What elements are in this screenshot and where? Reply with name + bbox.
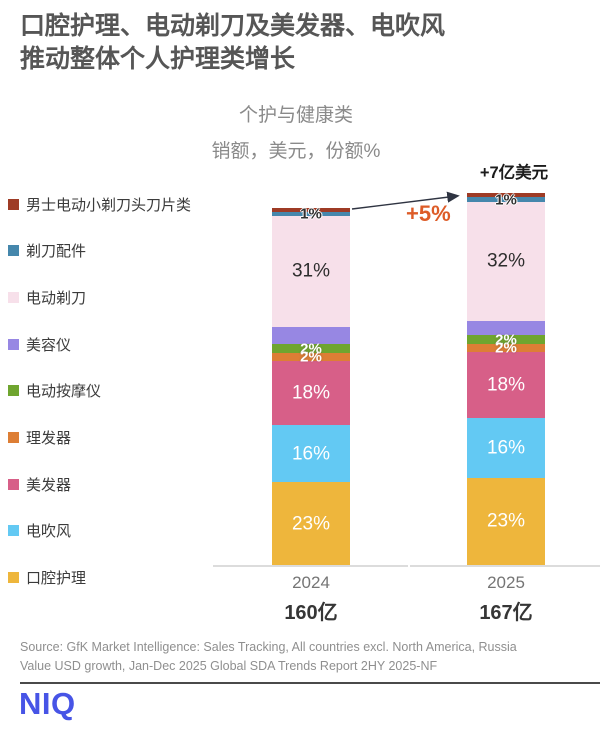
bar-segment xyxy=(272,326,350,345)
x-axis-line-2025 xyxy=(410,565,600,567)
legend-label: 电动按摩仪 xyxy=(26,383,102,401)
legend-swatch-icon xyxy=(8,432,19,443)
chart-subtitle: 销额，美元，份额% xyxy=(211,141,381,162)
source-note: Source: GfK Market Intelligence: Sales T… xyxy=(20,638,586,677)
legend-label: 男士电动小剃刀头刀片类 xyxy=(26,196,192,214)
bar-segment xyxy=(467,320,545,336)
legend-item: 电动剃刀 xyxy=(8,288,87,307)
segment-label: 2% xyxy=(300,348,322,366)
bar-segment xyxy=(467,418,545,478)
legend-item: 口腔护理 xyxy=(8,569,86,587)
page-title-line1: 口腔护理、电动剃刀及美发器、电吹风 xyxy=(20,12,446,40)
bar-segment xyxy=(467,197,545,202)
segment-label: 1% xyxy=(300,205,322,223)
legend-item: 美发器 xyxy=(8,475,72,494)
segment-label: 31% xyxy=(291,260,331,282)
stacked-bar-2025: 1% 32% 2% 2% 18% 16% 23% xyxy=(467,191,545,565)
bar-segment xyxy=(467,201,545,321)
legend-label: 电吹风 xyxy=(26,523,72,541)
legend-item: 男士电动小剃刀头刀片类 xyxy=(8,195,192,214)
segment-label: 18% xyxy=(291,382,331,404)
legend-swatch-icon xyxy=(8,525,19,537)
total-label-2024: 160亿 xyxy=(284,602,338,624)
page-title: 口腔护理、电动剃刀及美发器、电吹风 推动整体个人护理类增长 xyxy=(20,10,586,75)
segment-label: 2% xyxy=(300,340,322,358)
year-label-2024: 2024 xyxy=(292,573,330,592)
bar-segment xyxy=(272,425,350,483)
legend-item: 美容仪 xyxy=(8,335,72,354)
bar-segment xyxy=(272,344,350,354)
legend-item: 电动按摩仪 xyxy=(8,382,101,400)
segment-label: 16% xyxy=(486,437,526,459)
bar-segment xyxy=(467,351,545,419)
growth-annotation: +5% xyxy=(406,201,451,226)
bar-segment xyxy=(272,361,350,426)
niq-logo: NIQ xyxy=(19,686,76,721)
stacked-bar-2024: 1% 31% 2% 2% 18% 16% 23% xyxy=(272,205,350,565)
trend-arrow-icon xyxy=(351,191,460,210)
legend-swatch-icon xyxy=(8,478,19,490)
segment-label: 1% xyxy=(495,191,517,208)
legend-swatch-icon xyxy=(8,198,19,210)
legend-swatch-icon xyxy=(8,245,19,257)
segment-label: 16% xyxy=(291,443,331,465)
year-label-2025: 2025 xyxy=(487,573,525,592)
segment-label: 23% xyxy=(486,510,526,532)
source-line2: Value USD growth, Jan-Dec 2025 Global SD… xyxy=(20,659,438,674)
bar-segment xyxy=(272,208,350,212)
bar-segment xyxy=(467,193,545,198)
legend-item: 理发器 xyxy=(8,429,71,447)
legend-label: 美容仪 xyxy=(26,336,72,354)
chart-title: 个护与健康类 xyxy=(238,105,353,126)
total-label-2025: 167亿 xyxy=(479,602,533,624)
bar-segment xyxy=(272,211,350,216)
x-axis-line-2024 xyxy=(213,565,408,567)
footer-divider xyxy=(20,682,600,684)
legend-item: 电吹风 xyxy=(8,522,71,540)
legend-label: 理发器 xyxy=(26,430,72,447)
legend-item: 剃刀配件 xyxy=(8,242,86,260)
segment-label: 23% xyxy=(291,513,331,535)
legend-label: 美发器 xyxy=(26,476,72,494)
bar-segment xyxy=(272,353,350,362)
page-title-line2: 推动整体个人护理类增长 xyxy=(20,44,296,73)
bar-segment xyxy=(467,335,545,344)
segment-label: 2% xyxy=(495,331,517,349)
bar-segment xyxy=(467,343,545,352)
legend-swatch-icon xyxy=(8,572,19,584)
source-line1: Source: GfK Market Intelligence: Sales T… xyxy=(20,640,517,654)
segment-label: 32% xyxy=(486,250,526,272)
legend-swatch-icon xyxy=(8,338,19,350)
legend-label: 电动剃刀 xyxy=(26,289,87,307)
legend-label: 剃刀配件 xyxy=(26,243,87,261)
legend-swatch-icon xyxy=(8,291,19,303)
segment-label: 18% xyxy=(486,374,526,396)
legend-swatch-icon xyxy=(8,385,19,397)
legend-label: 口腔护理 xyxy=(26,570,87,588)
bar-segment xyxy=(272,482,350,565)
bar-segment xyxy=(272,215,350,327)
delta-annotation: +7亿美元 xyxy=(479,164,549,182)
bar-segment xyxy=(467,477,545,565)
segment-label: 2% xyxy=(495,339,517,357)
